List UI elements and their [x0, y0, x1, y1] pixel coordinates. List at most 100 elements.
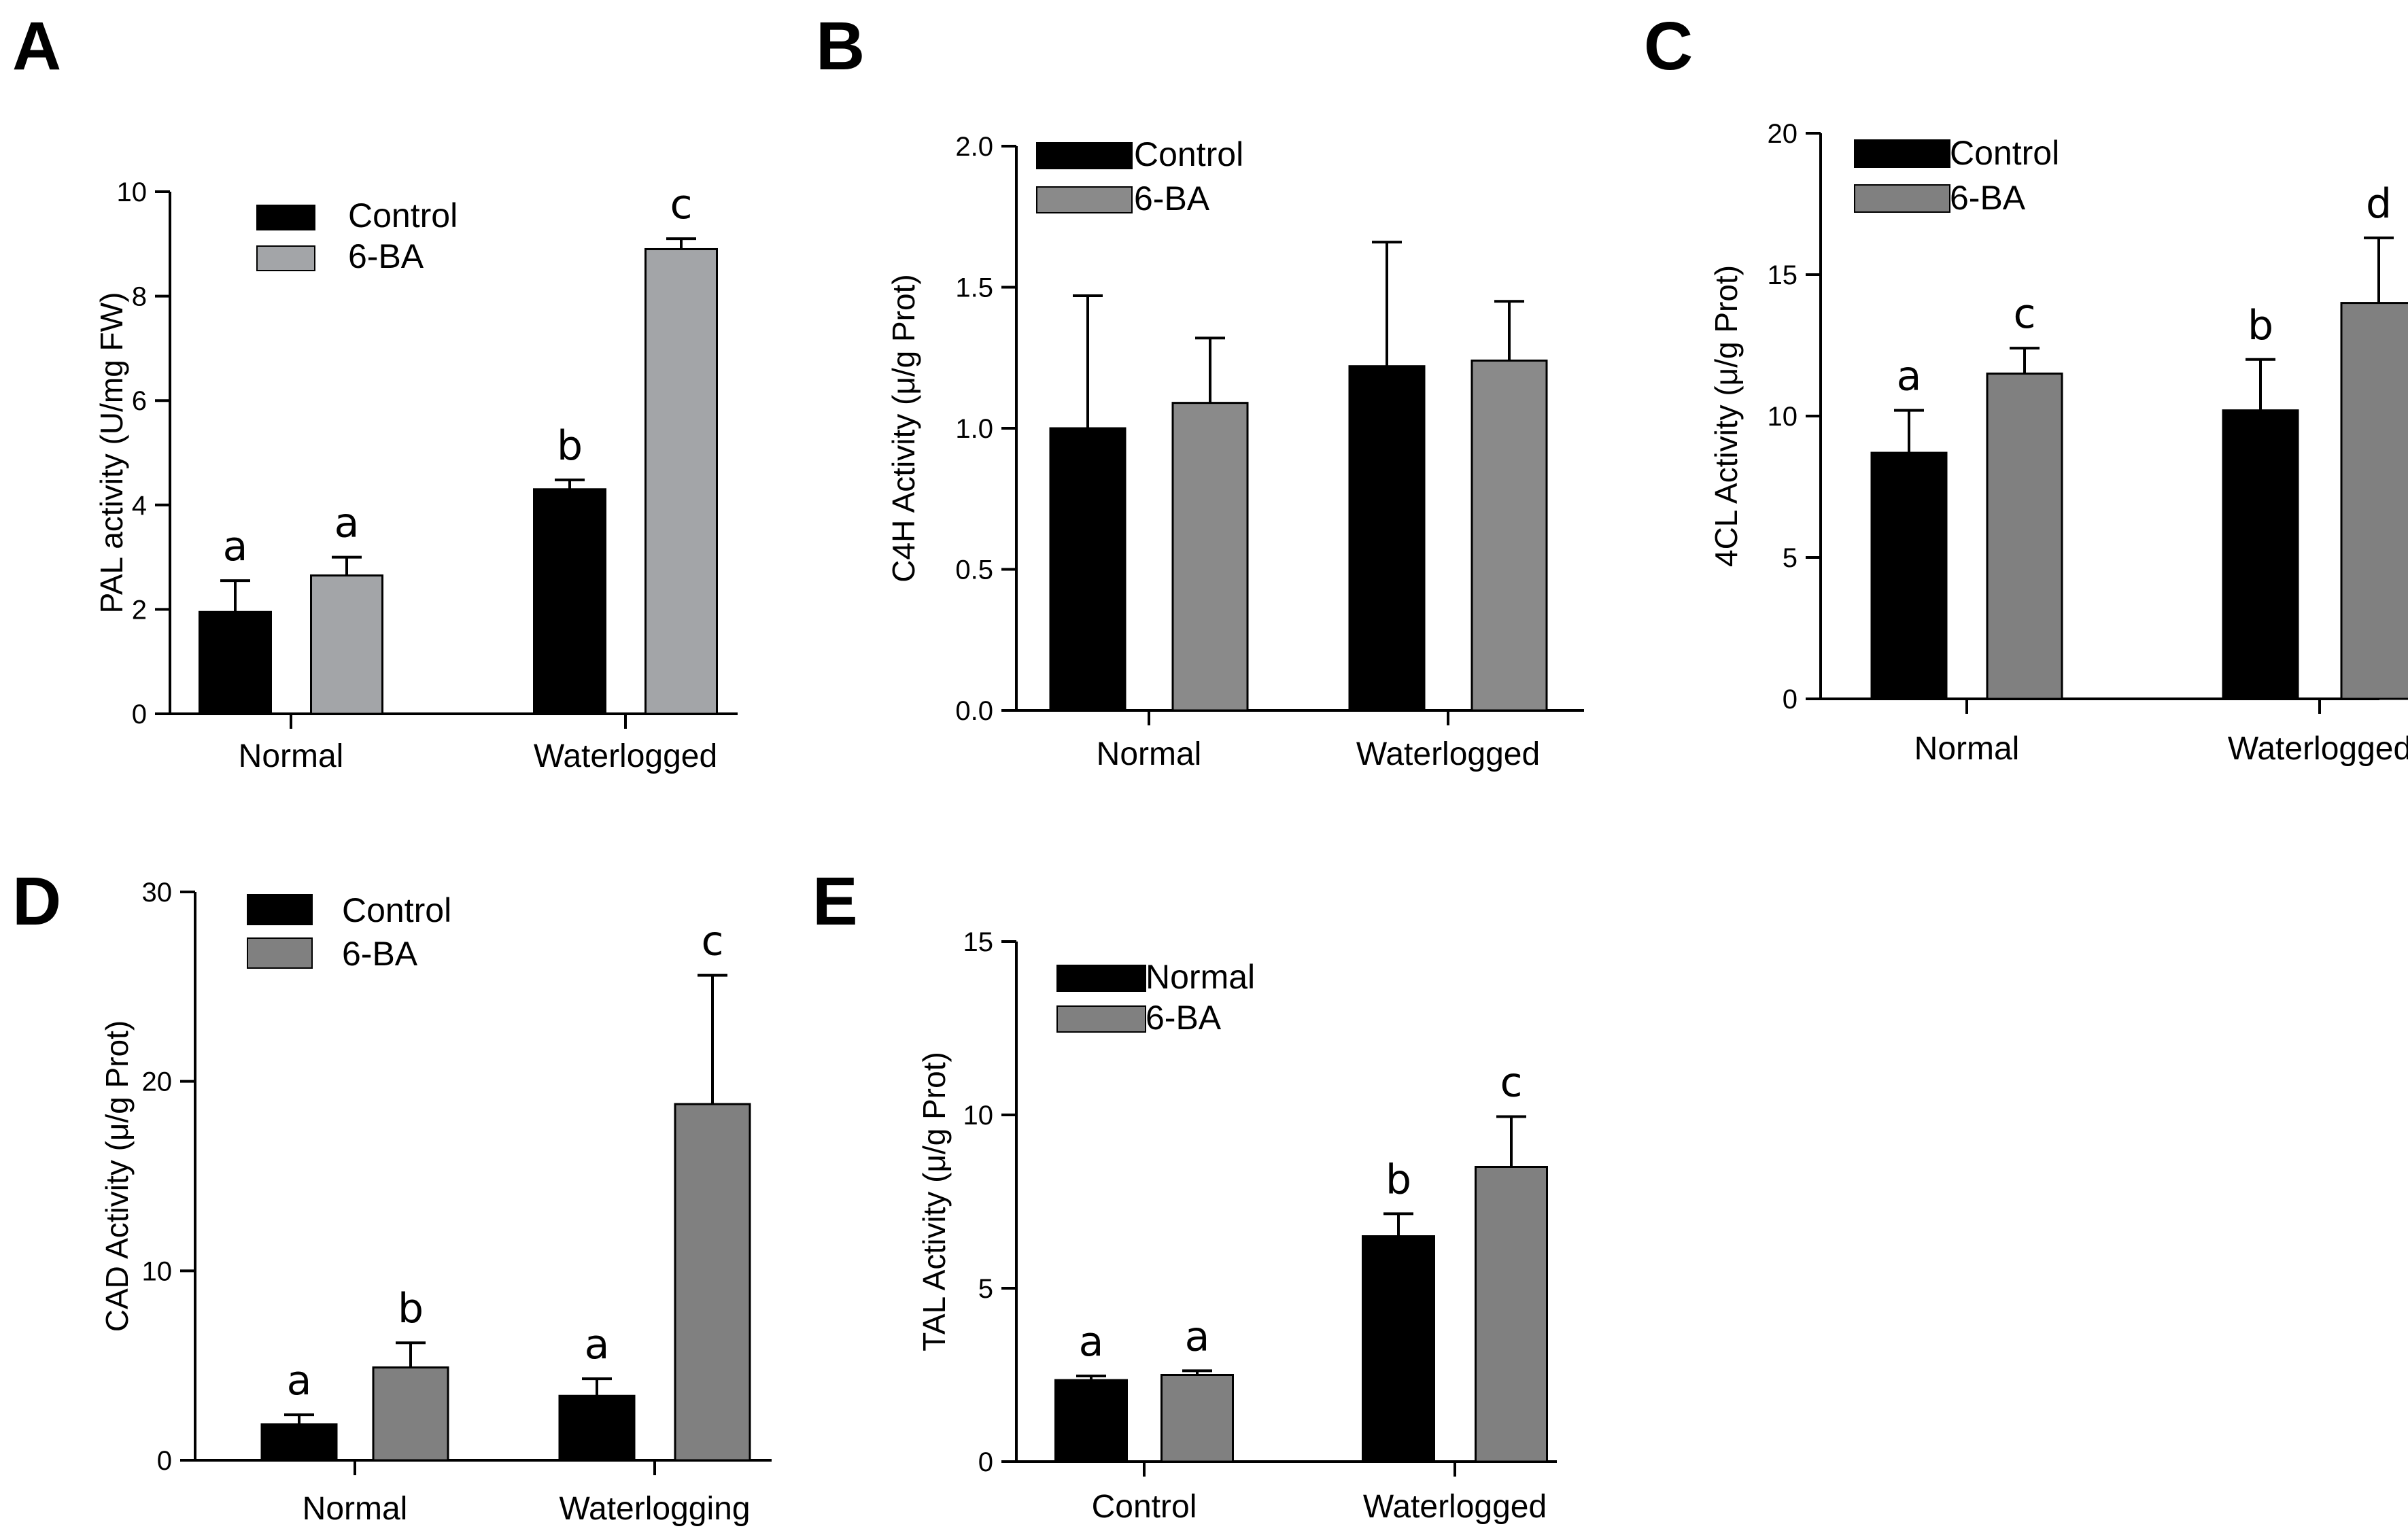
error-bar — [1073, 294, 1103, 428]
panel-label: B — [816, 8, 865, 84]
bar — [644, 247, 718, 715]
bar — [199, 610, 272, 715]
bar — [558, 1394, 636, 1462]
y-tick-label: 0.5 — [955, 555, 993, 585]
legend-label: Control — [348, 196, 458, 235]
significance-letter: a — [1185, 1313, 1210, 1360]
legend-swatch — [247, 894, 313, 925]
x-tick-label: Control — [1092, 1489, 1197, 1525]
error-bar — [284, 1413, 314, 1425]
significance-letter: a — [287, 1357, 312, 1405]
bar — [1475, 1166, 1548, 1463]
legend-label: 6-BA — [1950, 179, 2026, 217]
y-tick-label: 0 — [978, 1447, 993, 1477]
y-axis-title: PAL activity (U/mg FW) — [94, 292, 129, 614]
legend-label: 6-BA — [348, 237, 424, 275]
y-tick-label: 15 — [963, 927, 994, 957]
y-axis-title: 4CL Activity (μ/g Prot) — [1708, 265, 1744, 567]
y-tick-label: 0 — [157, 1446, 172, 1476]
bar — [2222, 409, 2299, 700]
error-bar — [1076, 1375, 1106, 1381]
significance-letter: c — [2014, 290, 2036, 338]
significance-letter: b — [398, 1285, 424, 1332]
error-bar — [582, 1377, 612, 1396]
bar — [1348, 365, 1426, 712]
y-tick-label: 15 — [1768, 260, 1798, 290]
panel-label: E — [812, 863, 858, 940]
y-tick-label: 30 — [142, 878, 173, 908]
significance-letter: c — [1500, 1059, 1523, 1107]
legend-swatch — [1036, 142, 1133, 169]
significance-letter: a — [223, 523, 248, 570]
y-axis-title: TAL Activity (μ/g Prot) — [916, 1052, 952, 1351]
significance-letter: b — [2248, 302, 2273, 349]
bar — [372, 1366, 449, 1462]
y-tick-label: 5 — [978, 1274, 993, 1304]
error-bar — [2010, 347, 2040, 374]
legend-swatch — [1056, 965, 1146, 992]
error-bar — [555, 478, 585, 489]
legend-label: Control — [1134, 135, 1243, 173]
x-tick-label: Waterlogged — [2228, 731, 2408, 767]
legend-label: Normal — [1146, 958, 1255, 996]
bar — [1362, 1235, 1435, 1463]
error-bar — [698, 974, 727, 1105]
significance-letter: c — [702, 918, 724, 965]
chart-panel-b: B 0.0 0.5 1.0 1.5 2.0 C4H Activity (μ/g Prot) N… — [816, 8, 1584, 772]
legend-label: Control — [342, 891, 451, 929]
error-bar — [2364, 236, 2394, 303]
y-tick-label: 6 — [132, 386, 147, 416]
bar — [533, 488, 606, 715]
legend-label: 6-BA — [1146, 999, 1222, 1037]
error-bar — [1195, 337, 1225, 403]
y-tick-label: 0 — [1783, 685, 1798, 714]
bar — [310, 574, 383, 715]
error-bar — [1182, 1369, 1212, 1375]
bar — [1986, 373, 2063, 700]
chart-panel-e: E 0 5 10 15 TAL Activity (μ/g Prot) Control Wat… — [812, 863, 1557, 1525]
legend-label: 6-BA — [1134, 179, 1210, 218]
y-tick-label: 2 — [132, 595, 147, 625]
panel-label: D — [12, 863, 61, 940]
legend-swatch — [1056, 1005, 1146, 1033]
bar — [1171, 402, 1249, 712]
bar — [1870, 451, 1948, 700]
legend-swatch — [256, 245, 315, 271]
x-tick-label: Waterlogged — [534, 738, 717, 774]
legend-swatch — [256, 205, 315, 230]
x-tick-label: Waterlogging — [559, 1491, 750, 1527]
y-tick-label: 0 — [132, 700, 147, 729]
legend-swatch — [1036, 186, 1133, 213]
bar — [1470, 359, 1548, 712]
y-tick-label: 0.0 — [955, 696, 993, 726]
x-tick-label: Waterlogged — [1356, 736, 1540, 772]
y-tick-label: 10 — [1768, 402, 1798, 432]
error-bar — [1383, 1212, 1413, 1237]
error-bar — [1894, 409, 1924, 453]
y-tick-label: 10 — [963, 1101, 994, 1131]
y-axis-title: CAD Activity (μ/g Prot) — [99, 1020, 135, 1332]
error-bar — [2246, 358, 2275, 411]
y-tick-label: 10 — [142, 1256, 173, 1286]
legend-swatch — [247, 937, 313, 969]
chart-panel-a: A 0 2 4 6 8 10 PAL activity (U/mg FW) Normal Wate… — [12, 8, 738, 774]
y-tick-label: 5 — [1783, 543, 1798, 573]
significance-letter: c — [670, 181, 693, 228]
bar — [1054, 1379, 1128, 1463]
error-bar — [1496, 1115, 1526, 1167]
bar — [674, 1103, 751, 1462]
x-tick-label: Normal — [239, 738, 344, 774]
bar — [1160, 1374, 1234, 1463]
x-tick-label: Waterlogged — [1363, 1489, 1547, 1525]
y-tick-label: 10 — [117, 177, 148, 207]
y-axis-title: C4H Activity (μ/g Prot) — [886, 274, 921, 582]
bar — [2340, 302, 2408, 700]
significance-letter: b — [557, 422, 583, 470]
y-tick-label: 1.5 — [955, 273, 993, 303]
error-bar — [1372, 241, 1402, 366]
y-tick-label: 20 — [142, 1067, 173, 1097]
